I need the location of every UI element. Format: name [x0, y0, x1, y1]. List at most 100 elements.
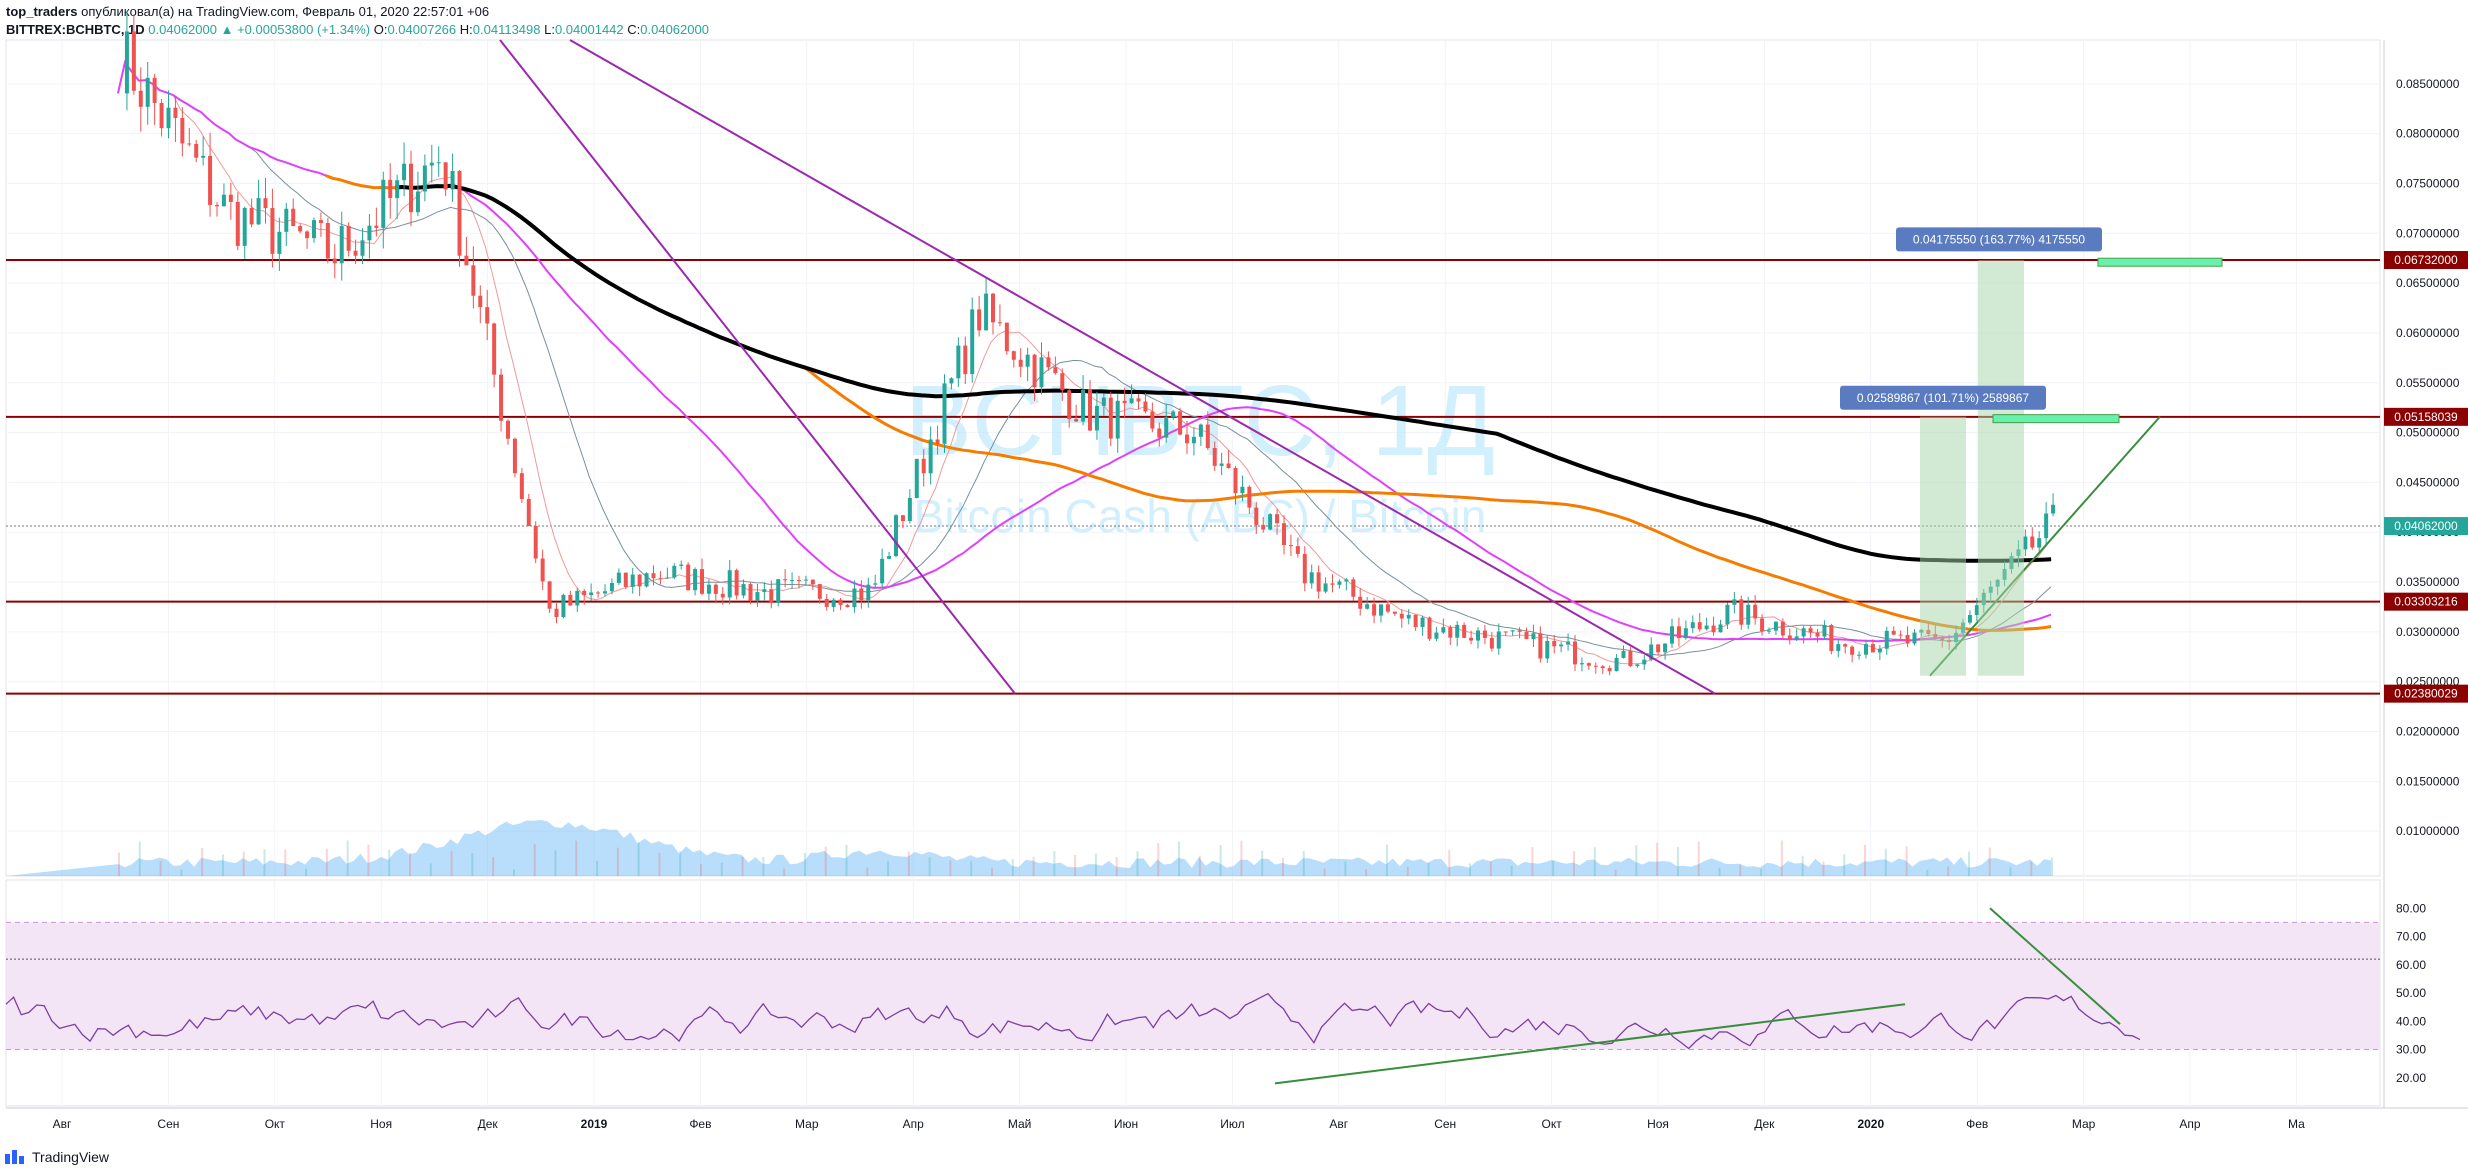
volume-bar [1178, 841, 1181, 876]
candle-body [1974, 605, 1979, 615]
candle-body [1254, 507, 1259, 525]
time-axis-label: Дек [478, 1117, 499, 1131]
candle-body [1697, 622, 1702, 630]
volume-bar [1531, 847, 1534, 876]
candle-body [1372, 604, 1377, 616]
volume-bar [1967, 851, 1970, 876]
candle-body [1046, 357, 1051, 368]
candle-body [152, 77, 157, 103]
volume-bar [1385, 844, 1388, 876]
candle-body [1455, 624, 1460, 638]
candle-body [499, 374, 504, 421]
time-axis-label: Июл [1220, 1117, 1244, 1131]
candle-body [907, 497, 912, 522]
candle-body [1850, 646, 1855, 655]
price-tick-label: 0.01500000 [2396, 774, 2460, 788]
candle-body [1219, 463, 1224, 466]
candle-body [124, 31, 129, 94]
candle-body [1787, 635, 1792, 640]
time-axis-label: Окт [1541, 1117, 1562, 1131]
candle-body [720, 593, 725, 598]
candle-body [1843, 644, 1848, 647]
volume-bar [1926, 869, 1929, 876]
candle-body [1115, 400, 1120, 439]
author-name[interactable]: top_traders [6, 4, 78, 19]
candle-body [1753, 604, 1758, 619]
projection-box-2 [1978, 260, 2024, 676]
candle-body [755, 592, 760, 601]
candle-body [935, 439, 940, 444]
volume-bar [700, 864, 702, 876]
candle-body [1198, 424, 1203, 437]
candle-body [2030, 536, 2035, 548]
candle-body [1510, 630, 1515, 632]
candle-body [353, 250, 358, 256]
candle-body [1316, 572, 1321, 592]
candle-body [305, 231, 310, 239]
symbol-label[interactable]: BITTREX:BCHBTC, 1D [6, 22, 145, 37]
volume-bar [803, 852, 806, 876]
volume-bar [284, 849, 287, 876]
rsi-tick-label: 30.00 [2396, 1043, 2426, 1057]
volume-area [6, 820, 2052, 876]
candle-body [201, 155, 206, 158]
volume-bar [1074, 854, 1077, 876]
candle-body [395, 180, 400, 199]
candle-body [1344, 579, 1349, 582]
candle-body [1593, 665, 1598, 667]
candle-body [1663, 643, 1668, 653]
candle-body [277, 231, 282, 254]
candle-body [1088, 389, 1092, 431]
candle-body [131, 31, 136, 91]
watermark-symbol: BCHBTC, 1Д [905, 365, 1495, 477]
price-tick-label: 0.01000000 [2396, 824, 2460, 838]
candle-body [1690, 622, 1695, 629]
candle-body [706, 584, 711, 594]
candle-body [672, 565, 677, 578]
volume-bar [1656, 842, 1659, 876]
brand-label[interactable]: TradingView [32, 1149, 110, 1165]
candle-body [2023, 536, 2028, 550]
candle-body [589, 592, 594, 596]
candle-body [492, 323, 497, 375]
candle-body [1108, 397, 1113, 439]
rsi-tick-label: 70.00 [2396, 930, 2426, 944]
volume-bar [554, 850, 557, 876]
candle-body [1877, 648, 1882, 653]
candle-body [984, 293, 989, 331]
candle-body [1448, 627, 1453, 638]
candle-body [637, 574, 642, 587]
high-value: 0.04113498 [472, 22, 541, 37]
candle-body [1884, 630, 1889, 649]
candle-body [679, 564, 684, 566]
volume-bar [637, 841, 640, 876]
volume-bar [1718, 867, 1721, 876]
trendline-descending [569, 39, 1716, 695]
time-axis-label: Сен [157, 1117, 179, 1131]
volume-bar [512, 869, 515, 876]
volume-bar [845, 844, 848, 876]
rsi-tick-label: 20.00 [2396, 1071, 2426, 1085]
target-zone-2 [2097, 257, 2223, 267]
candle-body [1718, 624, 1723, 633]
time-axis-label: Окт [265, 1117, 286, 1131]
candle-body [533, 526, 538, 559]
candle-body [942, 383, 947, 444]
time-axis-label: Фев [689, 1117, 711, 1131]
volume-bar [429, 863, 432, 876]
candle-body [568, 594, 573, 606]
time-axis-label: Авг [1329, 1117, 1348, 1131]
candle-body [1538, 633, 1543, 659]
candle-body [1129, 398, 1134, 404]
close-value: 0.04062000 [640, 22, 709, 37]
candle-body [1898, 634, 1903, 636]
volume-bar [263, 849, 266, 876]
open-label: O: [373, 22, 388, 37]
candle-body [914, 458, 919, 498]
volume-bar [1094, 853, 1097, 876]
price-tick-label: 0.08000000 [2396, 127, 2460, 141]
candle-body [1185, 434, 1189, 444]
candle-body [1642, 659, 1647, 665]
candle-body [1101, 397, 1106, 406]
